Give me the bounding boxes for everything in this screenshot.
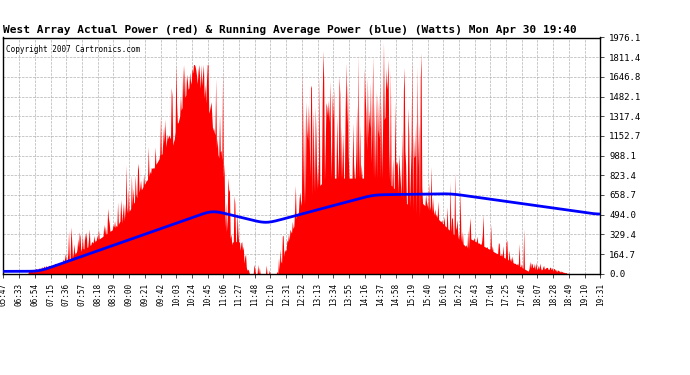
- Text: West Array Actual Power (red) & Running Average Power (blue) (Watts) Mon Apr 30 : West Array Actual Power (red) & Running …: [3, 25, 578, 35]
- Text: Copyright 2007 Cartronics.com: Copyright 2007 Cartronics.com: [6, 45, 141, 54]
